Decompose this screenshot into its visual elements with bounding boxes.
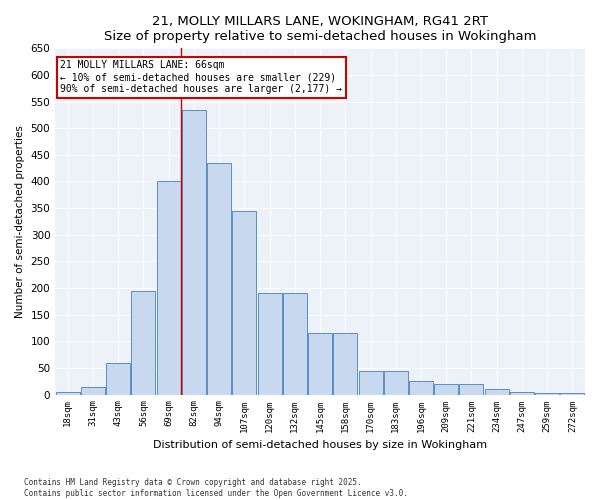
X-axis label: Distribution of semi-detached houses by size in Wokingham: Distribution of semi-detached houses by …	[153, 440, 487, 450]
Bar	[56, 392, 80, 394]
Bar	[182, 110, 206, 395]
Bar	[460, 384, 484, 394]
Bar	[283, 294, 307, 394]
Text: Contains HM Land Registry data © Crown copyright and database right 2025.
Contai: Contains HM Land Registry data © Crown c…	[24, 478, 408, 498]
Bar	[106, 362, 130, 394]
Bar	[257, 294, 281, 394]
Bar	[485, 389, 509, 394]
Bar	[510, 392, 534, 394]
Y-axis label: Number of semi-detached properties: Number of semi-detached properties	[15, 125, 25, 318]
Bar	[434, 384, 458, 394]
Bar	[359, 370, 383, 394]
Bar	[81, 386, 105, 394]
Bar	[207, 163, 231, 394]
Bar	[384, 370, 408, 394]
Text: 21 MOLLY MILLARS LANE: 66sqm
← 10% of semi-detached houses are smaller (229)
90%: 21 MOLLY MILLARS LANE: 66sqm ← 10% of se…	[61, 60, 343, 94]
Bar	[232, 211, 256, 394]
Bar	[131, 290, 155, 395]
Bar	[157, 182, 181, 394]
Bar	[334, 334, 357, 394]
Bar	[409, 381, 433, 394]
Bar	[560, 393, 584, 394]
Bar	[308, 334, 332, 394]
Title: 21, MOLLY MILLARS LANE, WOKINGHAM, RG41 2RT
Size of property relative to semi-de: 21, MOLLY MILLARS LANE, WOKINGHAM, RG41 …	[104, 15, 536, 43]
Bar	[535, 393, 559, 394]
